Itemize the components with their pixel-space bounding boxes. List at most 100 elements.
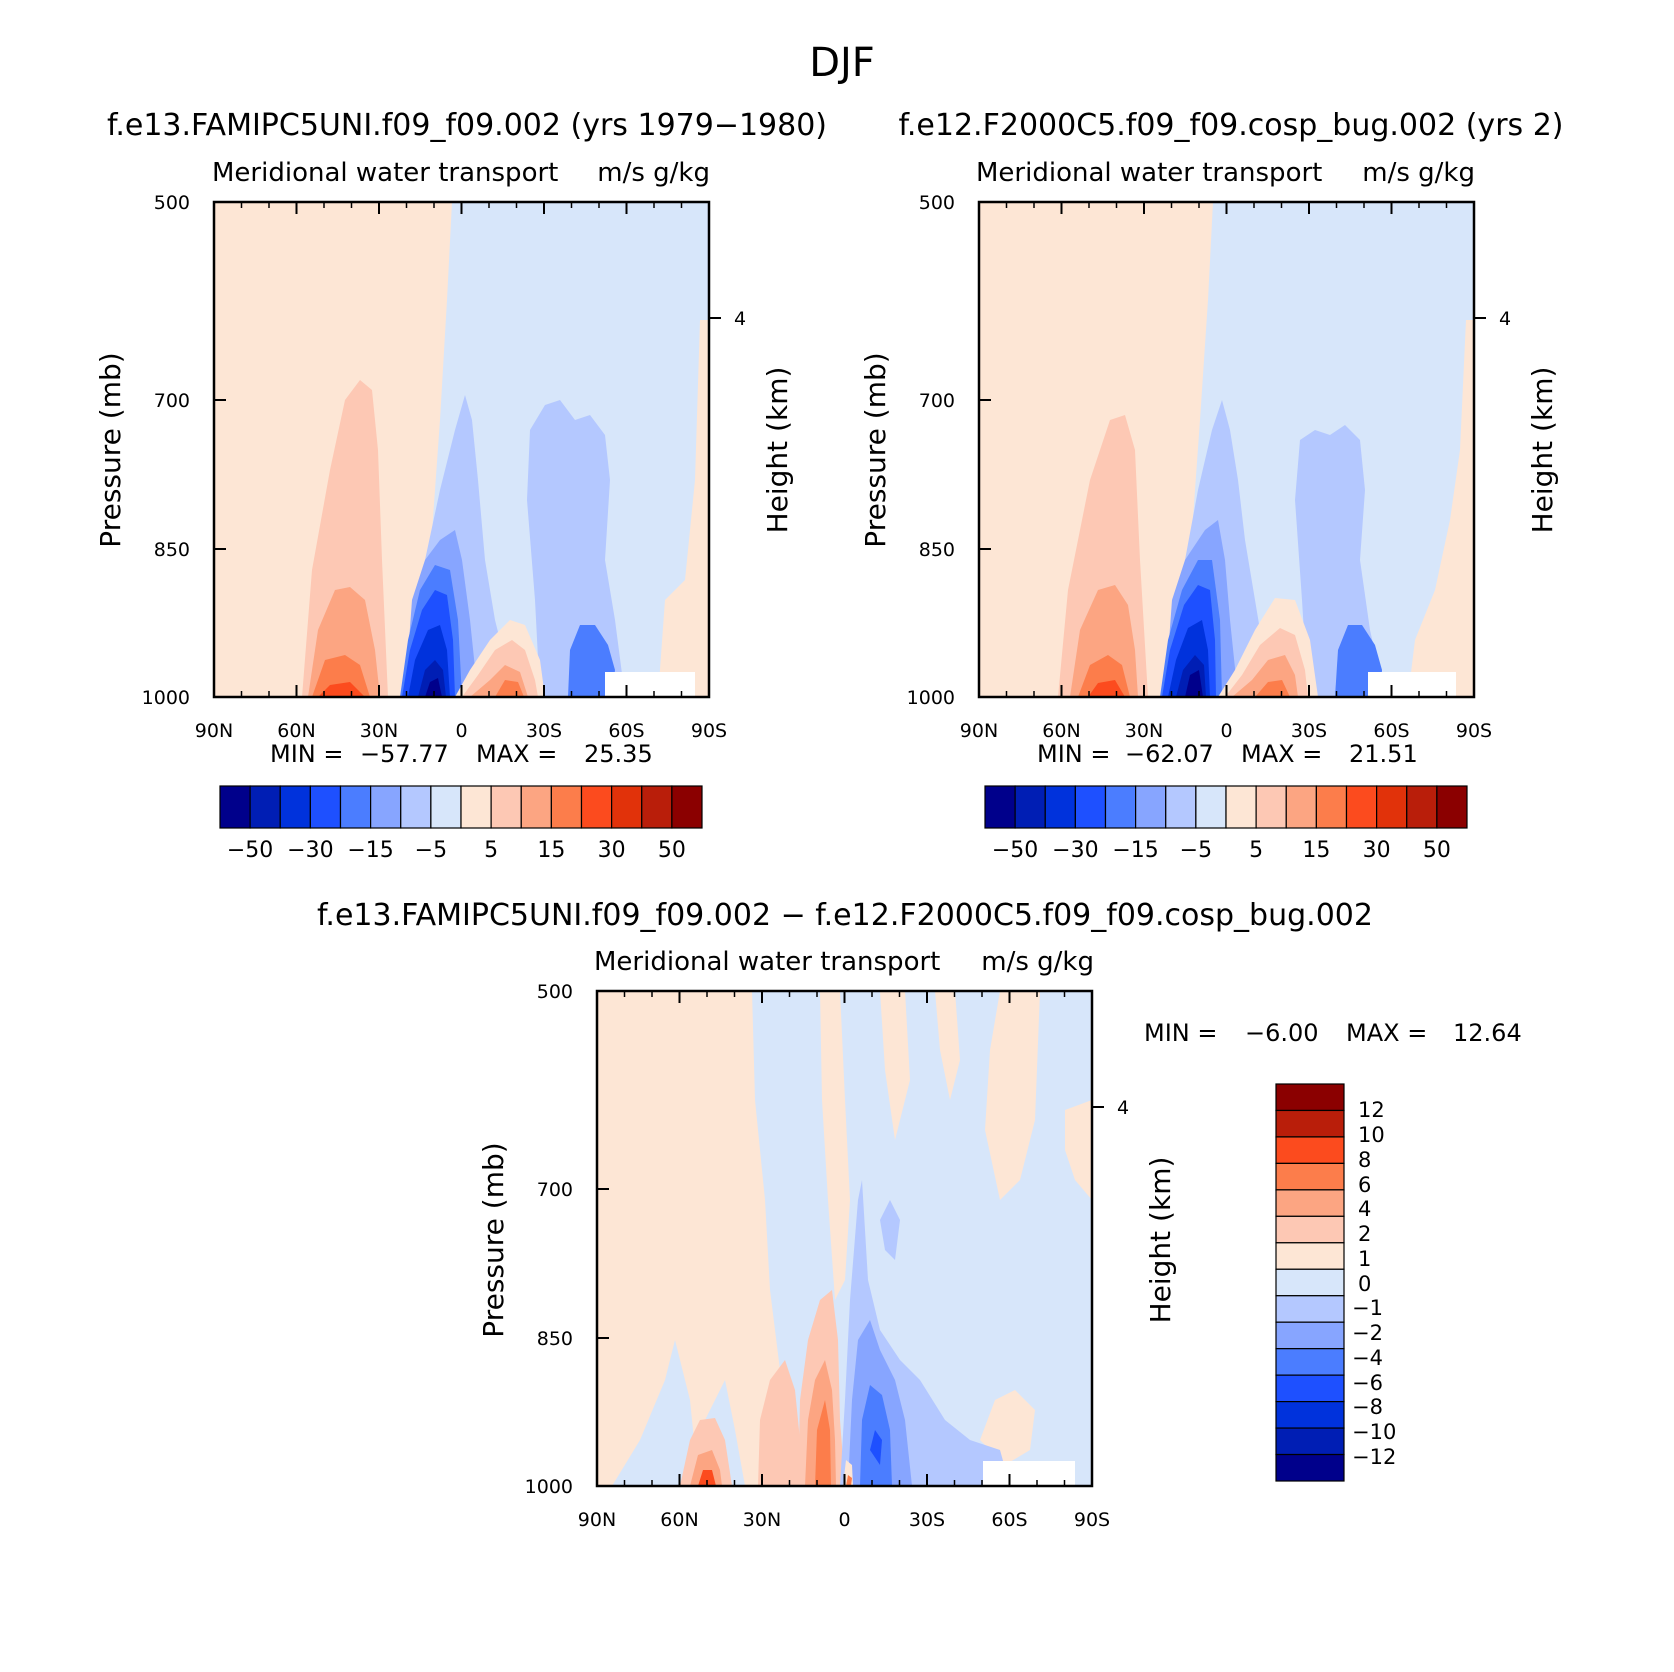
colorbar-label: −15 bbox=[347, 838, 393, 863]
colorbar-label: −30 bbox=[287, 838, 333, 863]
colorbar-label: −5 bbox=[1180, 838, 1212, 863]
y-right-tick-label: 4 bbox=[734, 308, 746, 330]
colorbar-box bbox=[580, 785, 613, 829]
max-label: MAX = bbox=[476, 740, 557, 768]
colorbar-box bbox=[1135, 785, 1167, 829]
colorbar-box bbox=[430, 785, 462, 829]
colorbar-box bbox=[1436, 785, 1468, 829]
colorbar-box bbox=[1275, 1083, 1345, 1112]
y-tick-label: 1000 bbox=[907, 687, 955, 709]
panel-3-yaxis: 500 700 850 1000 Pressure (mb) 4 Height … bbox=[477, 981, 1177, 1498]
panel-1-yaxis: 500 700 850 1000 Pressure (mb) 4 Height … bbox=[94, 192, 794, 709]
colorbar-box bbox=[611, 785, 643, 829]
colorbar-label: 5 bbox=[1249, 838, 1263, 863]
panel-1-stats: MIN = −57.77 MAX = 25.35 bbox=[270, 740, 653, 768]
y-axis-label: Pressure (mb) bbox=[94, 352, 127, 547]
contour-fill bbox=[527, 400, 625, 697]
colorbar-box bbox=[1275, 1162, 1345, 1191]
y-tick-label: 850 bbox=[919, 539, 955, 561]
contour-fill bbox=[880, 991, 910, 1140]
panel-1-xaxis: 90N 60N 30N 0 30S 60S 90S bbox=[195, 202, 727, 742]
panel-2-xaxis: 90N 60N 30N 0 30S 60S 90S bbox=[960, 202, 1492, 742]
min-label: MIN = bbox=[1144, 1019, 1217, 1047]
colorbar-box bbox=[1044, 785, 1076, 829]
colorbar-box bbox=[309, 785, 342, 829]
contour-fill bbox=[312, 655, 370, 697]
max-label: MAX = bbox=[1346, 1019, 1427, 1047]
colorbar-box bbox=[520, 785, 552, 829]
contour-fill bbox=[1185, 670, 1203, 697]
colorbar-box bbox=[1275, 1109, 1345, 1138]
panel-1-contours bbox=[214, 202, 709, 697]
panel-1-subtitle-right: m/s g/kg bbox=[597, 158, 710, 188]
colorbar-label: −6 bbox=[1352, 1371, 1383, 1395]
colorbar-label: −12 bbox=[1352, 1445, 1396, 1469]
x-tick-label: 90N bbox=[195, 720, 233, 742]
missing-data-mask bbox=[1368, 672, 1456, 697]
max-label: MAX = bbox=[1241, 740, 1322, 768]
y-axis-label: Pressure (mb) bbox=[859, 352, 892, 547]
contour-fill bbox=[985, 991, 1040, 1200]
panel-2-yaxis: 500 700 850 1000 Pressure (mb) 4 Height … bbox=[859, 192, 1559, 709]
colorbar-box bbox=[1275, 1242, 1345, 1270]
contour-fill bbox=[935, 991, 960, 1100]
y-tick-label: 1000 bbox=[142, 687, 190, 709]
x-tick-label: 90N bbox=[578, 1509, 616, 1531]
colorbar-label: 15 bbox=[1302, 838, 1330, 863]
contour-fill bbox=[214, 202, 452, 697]
panel-2-title: f.e12.F2000C5.f09_f09.cosp_bug.002 (yrs … bbox=[899, 108, 1564, 143]
colorbar-box bbox=[219, 785, 251, 829]
colorbar-label: −4 bbox=[1352, 1346, 1383, 1370]
colorbar-box bbox=[671, 785, 703, 829]
colorbar-box bbox=[1165, 785, 1197, 829]
x-tick-label: 60N bbox=[660, 1509, 698, 1531]
colorbar-label: 15 bbox=[537, 838, 565, 863]
contour-fill bbox=[658, 320, 709, 697]
contour-fill bbox=[597, 991, 800, 1486]
figure-title: DJF bbox=[809, 40, 875, 86]
x-tick-label: 90N bbox=[960, 720, 998, 742]
colorbar-label: −2 bbox=[1352, 1321, 1383, 1345]
colorbar-box bbox=[400, 785, 432, 829]
panel-2-subtitle-left: Meridional water transport bbox=[976, 158, 1322, 188]
y-axis-label: Pressure (mb) bbox=[477, 1142, 510, 1337]
panel-3-stats: MIN = −6.00 MAX = 12.64 bbox=[1144, 1019, 1522, 1047]
y-tick-label: 500 bbox=[537, 981, 573, 1003]
colorbar-label: 5 bbox=[484, 838, 498, 863]
y-tick-label: 850 bbox=[537, 1328, 573, 1350]
panel-1-subtitle-left: Meridional water transport bbox=[212, 158, 558, 188]
x-ticks bbox=[978, 202, 1475, 697]
contour-fill bbox=[318, 682, 365, 697]
panel-2-colorbar-labels: −50 −30 −15 −5 5 15 30 50 bbox=[992, 838, 1451, 863]
max-value: 25.35 bbox=[584, 740, 653, 768]
y-right-tick-label: 4 bbox=[1117, 1097, 1129, 1119]
colorbar-label: −5 bbox=[415, 838, 447, 863]
contour-fill bbox=[425, 678, 442, 697]
y-tick-label: 700 bbox=[919, 390, 955, 412]
colorbar-box bbox=[1315, 785, 1348, 829]
colorbar-label: −10 bbox=[1352, 1420, 1396, 1444]
colorbar-label: 10 bbox=[1358, 1123, 1385, 1147]
colorbar-label: −30 bbox=[1052, 838, 1098, 863]
colorbar-box bbox=[1104, 785, 1137, 829]
x-tick-label: 60S bbox=[991, 1509, 1027, 1531]
colorbar-label: −50 bbox=[227, 838, 273, 863]
missing-data-mask bbox=[983, 1461, 1075, 1486]
contour-fill bbox=[1408, 320, 1474, 697]
colorbar-box bbox=[1195, 785, 1227, 829]
contour-fill bbox=[870, 1430, 882, 1465]
colorbar-box bbox=[550, 785, 583, 829]
panel-1: f.e13.FAMIPC5UNI.f09_f09.002 (yrs 1979−1… bbox=[94, 108, 827, 863]
y-tick-label: 850 bbox=[154, 539, 190, 561]
colorbar-box bbox=[1074, 785, 1107, 829]
y-tick-label: 700 bbox=[154, 390, 190, 412]
panel-1-colorbar-labels: −50 −30 −15 −5 5 15 30 50 bbox=[227, 838, 686, 863]
x-tick-label: 60N bbox=[1042, 720, 1080, 742]
colorbar-box bbox=[370, 785, 402, 829]
contour-fill bbox=[980, 1390, 1035, 1465]
colorbar-label: 30 bbox=[1363, 838, 1391, 863]
max-value: 21.51 bbox=[1349, 740, 1418, 768]
colorbar-label: −50 bbox=[992, 838, 1038, 863]
panel-2-colorbar bbox=[984, 785, 1468, 829]
